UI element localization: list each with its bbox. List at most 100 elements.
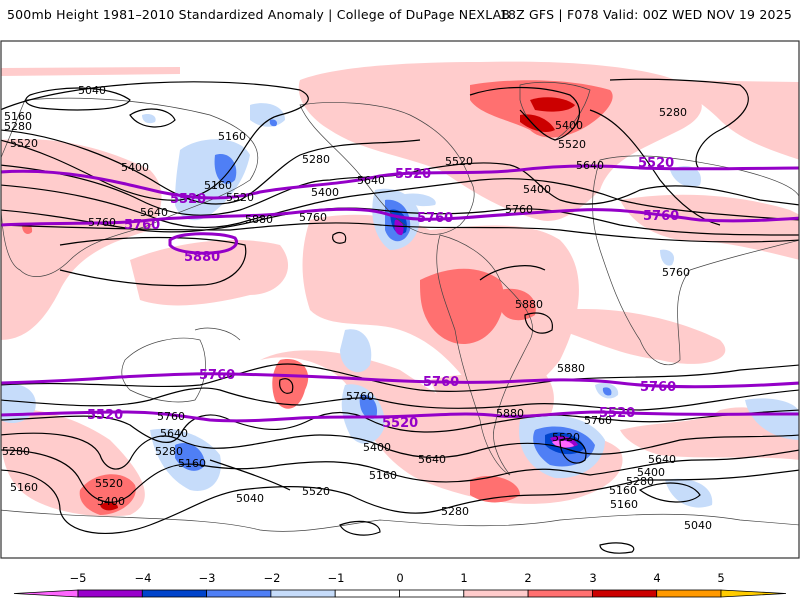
colorbar-bin xyxy=(13,589,79,598)
contour-label: 5880 xyxy=(557,362,585,375)
contour-label: 5160 xyxy=(609,484,637,497)
highlight-label: 5760 xyxy=(199,368,235,383)
anomaly-positive-1 xyxy=(430,360,554,431)
contour-label: 5280 xyxy=(302,153,330,166)
anomaly-negative-1 xyxy=(142,113,156,124)
contour-label: 5520 xyxy=(10,137,38,150)
contour-5280 xyxy=(1,129,421,205)
highlight-label: 5760 xyxy=(640,380,676,395)
colorbar-tick: 1 xyxy=(460,571,467,585)
anomaly-negative-1 xyxy=(745,398,799,440)
contour-5880 xyxy=(59,236,247,287)
contour-closed xyxy=(279,378,294,394)
contour-label: 5520 xyxy=(558,138,586,151)
contour-5520-nh xyxy=(1,164,799,200)
colorbar-tick: 0 xyxy=(396,571,403,585)
contour-label: 5160 xyxy=(218,130,246,143)
contour-label: 5760 xyxy=(299,211,327,224)
contour-5880-nh xyxy=(168,232,238,255)
highlight-label: 5520 xyxy=(87,408,123,423)
anomaly-positive-2 xyxy=(79,474,136,515)
anomaly-negative-2 xyxy=(214,154,237,184)
height-contours xyxy=(1,78,799,554)
colorbar-bin xyxy=(656,589,722,598)
contour-label: 5160 xyxy=(610,498,638,511)
colorbar-bin xyxy=(720,589,787,598)
highlight-label: 5520 xyxy=(395,167,431,182)
highlight-label: 5880 xyxy=(184,250,220,265)
highlight-label: 5520 xyxy=(638,156,674,171)
contour-label: 5760 xyxy=(346,390,374,403)
colorbar-bin xyxy=(399,589,465,598)
contour-label: 5760 xyxy=(88,216,116,229)
contour-label: 5400 xyxy=(363,441,391,454)
contour-5160-sh xyxy=(1,469,799,535)
anomaly-positive-1 xyxy=(620,194,799,260)
contour-5280-arctic xyxy=(609,78,749,171)
anomaly-positive-1 xyxy=(660,80,799,160)
contour-5880 xyxy=(332,232,347,244)
anomaly-negative-4 xyxy=(394,219,404,236)
contour-5760 xyxy=(1,222,799,243)
contour-5160-sh2 xyxy=(559,438,587,464)
colorbar-tick: −3 xyxy=(199,571,216,585)
anomaly-positive-1 xyxy=(620,407,799,460)
contour-label: 5040 xyxy=(236,492,264,505)
highlight-label: 5760 xyxy=(643,209,679,224)
contour-label: 5280 xyxy=(441,505,469,518)
contour-label: 5640 xyxy=(576,159,604,172)
highlight-label: 5760 xyxy=(423,375,459,390)
contour-label: 5280 xyxy=(626,475,654,488)
colorbar-bin xyxy=(463,589,529,598)
anomaly-positive-2 xyxy=(470,475,520,503)
colorbar-tick: −4 xyxy=(135,571,152,585)
contour-5040 xyxy=(25,87,131,111)
contour-5880 xyxy=(479,265,546,281)
contour-5040-sh xyxy=(638,482,701,503)
contour-label: 5400 xyxy=(523,183,551,196)
colorbar-bin xyxy=(592,589,658,598)
colorbar-tick: 4 xyxy=(653,571,660,585)
anomaly-positive-2 xyxy=(272,359,309,409)
contour-label: 5280 xyxy=(155,445,183,458)
contour-label: 5280 xyxy=(659,106,687,119)
colorbar-tick: −1 xyxy=(328,571,345,585)
contour-label: 5520 xyxy=(95,477,123,490)
contour-label: 5400 xyxy=(555,119,583,132)
anomaly-positive-1 xyxy=(1,67,180,76)
anomaly-negative-1 xyxy=(340,329,372,373)
contour-label: 5520 xyxy=(445,155,473,168)
contour-label: 5760 xyxy=(662,266,690,279)
contour-5040 xyxy=(129,108,176,128)
contour-5640-europe xyxy=(589,109,721,226)
colorbar-tick: 5 xyxy=(717,571,724,585)
weather-map: 5040 5160 5280 5520 5400 5160 5160 5520 … xyxy=(0,40,800,559)
contour-5280-sh xyxy=(1,449,799,503)
contour-label: 5280 xyxy=(2,445,30,458)
anomaly-negative-5 xyxy=(552,440,574,448)
contour-5760-nh xyxy=(1,207,799,227)
contour-5400 xyxy=(1,162,799,216)
colorbar-bin xyxy=(527,589,593,598)
highlight-label: 5760 xyxy=(417,211,453,226)
contour-label: 5640 xyxy=(160,427,188,440)
highlight-label: 5520 xyxy=(170,192,206,207)
contour-label: 5040 xyxy=(684,519,712,532)
contour-5520-greenland xyxy=(469,86,581,141)
map-frame xyxy=(0,40,800,559)
contour-label: 5160 xyxy=(4,110,32,123)
contour-label: 5400 xyxy=(311,186,339,199)
contour-5400-sh xyxy=(1,432,799,470)
contour-label: 5400 xyxy=(637,466,665,479)
contour-label: 5520 xyxy=(226,191,254,204)
colorbar-bin xyxy=(334,589,400,598)
colorbar-tick: −2 xyxy=(264,571,281,585)
anomaly-negative-1 xyxy=(670,165,701,187)
contour-label: 5160 xyxy=(10,481,38,494)
contour-label: 5760 xyxy=(505,203,533,216)
contour-label: 5760 xyxy=(584,414,612,427)
contour-5760-sh xyxy=(1,372,799,389)
colorbar-tick: 2 xyxy=(524,571,531,585)
contour-label: 5880 xyxy=(515,298,543,311)
highlight-label-group: 5520 5760 5880 5520 5760 5520 5760 5760 … xyxy=(87,156,679,431)
